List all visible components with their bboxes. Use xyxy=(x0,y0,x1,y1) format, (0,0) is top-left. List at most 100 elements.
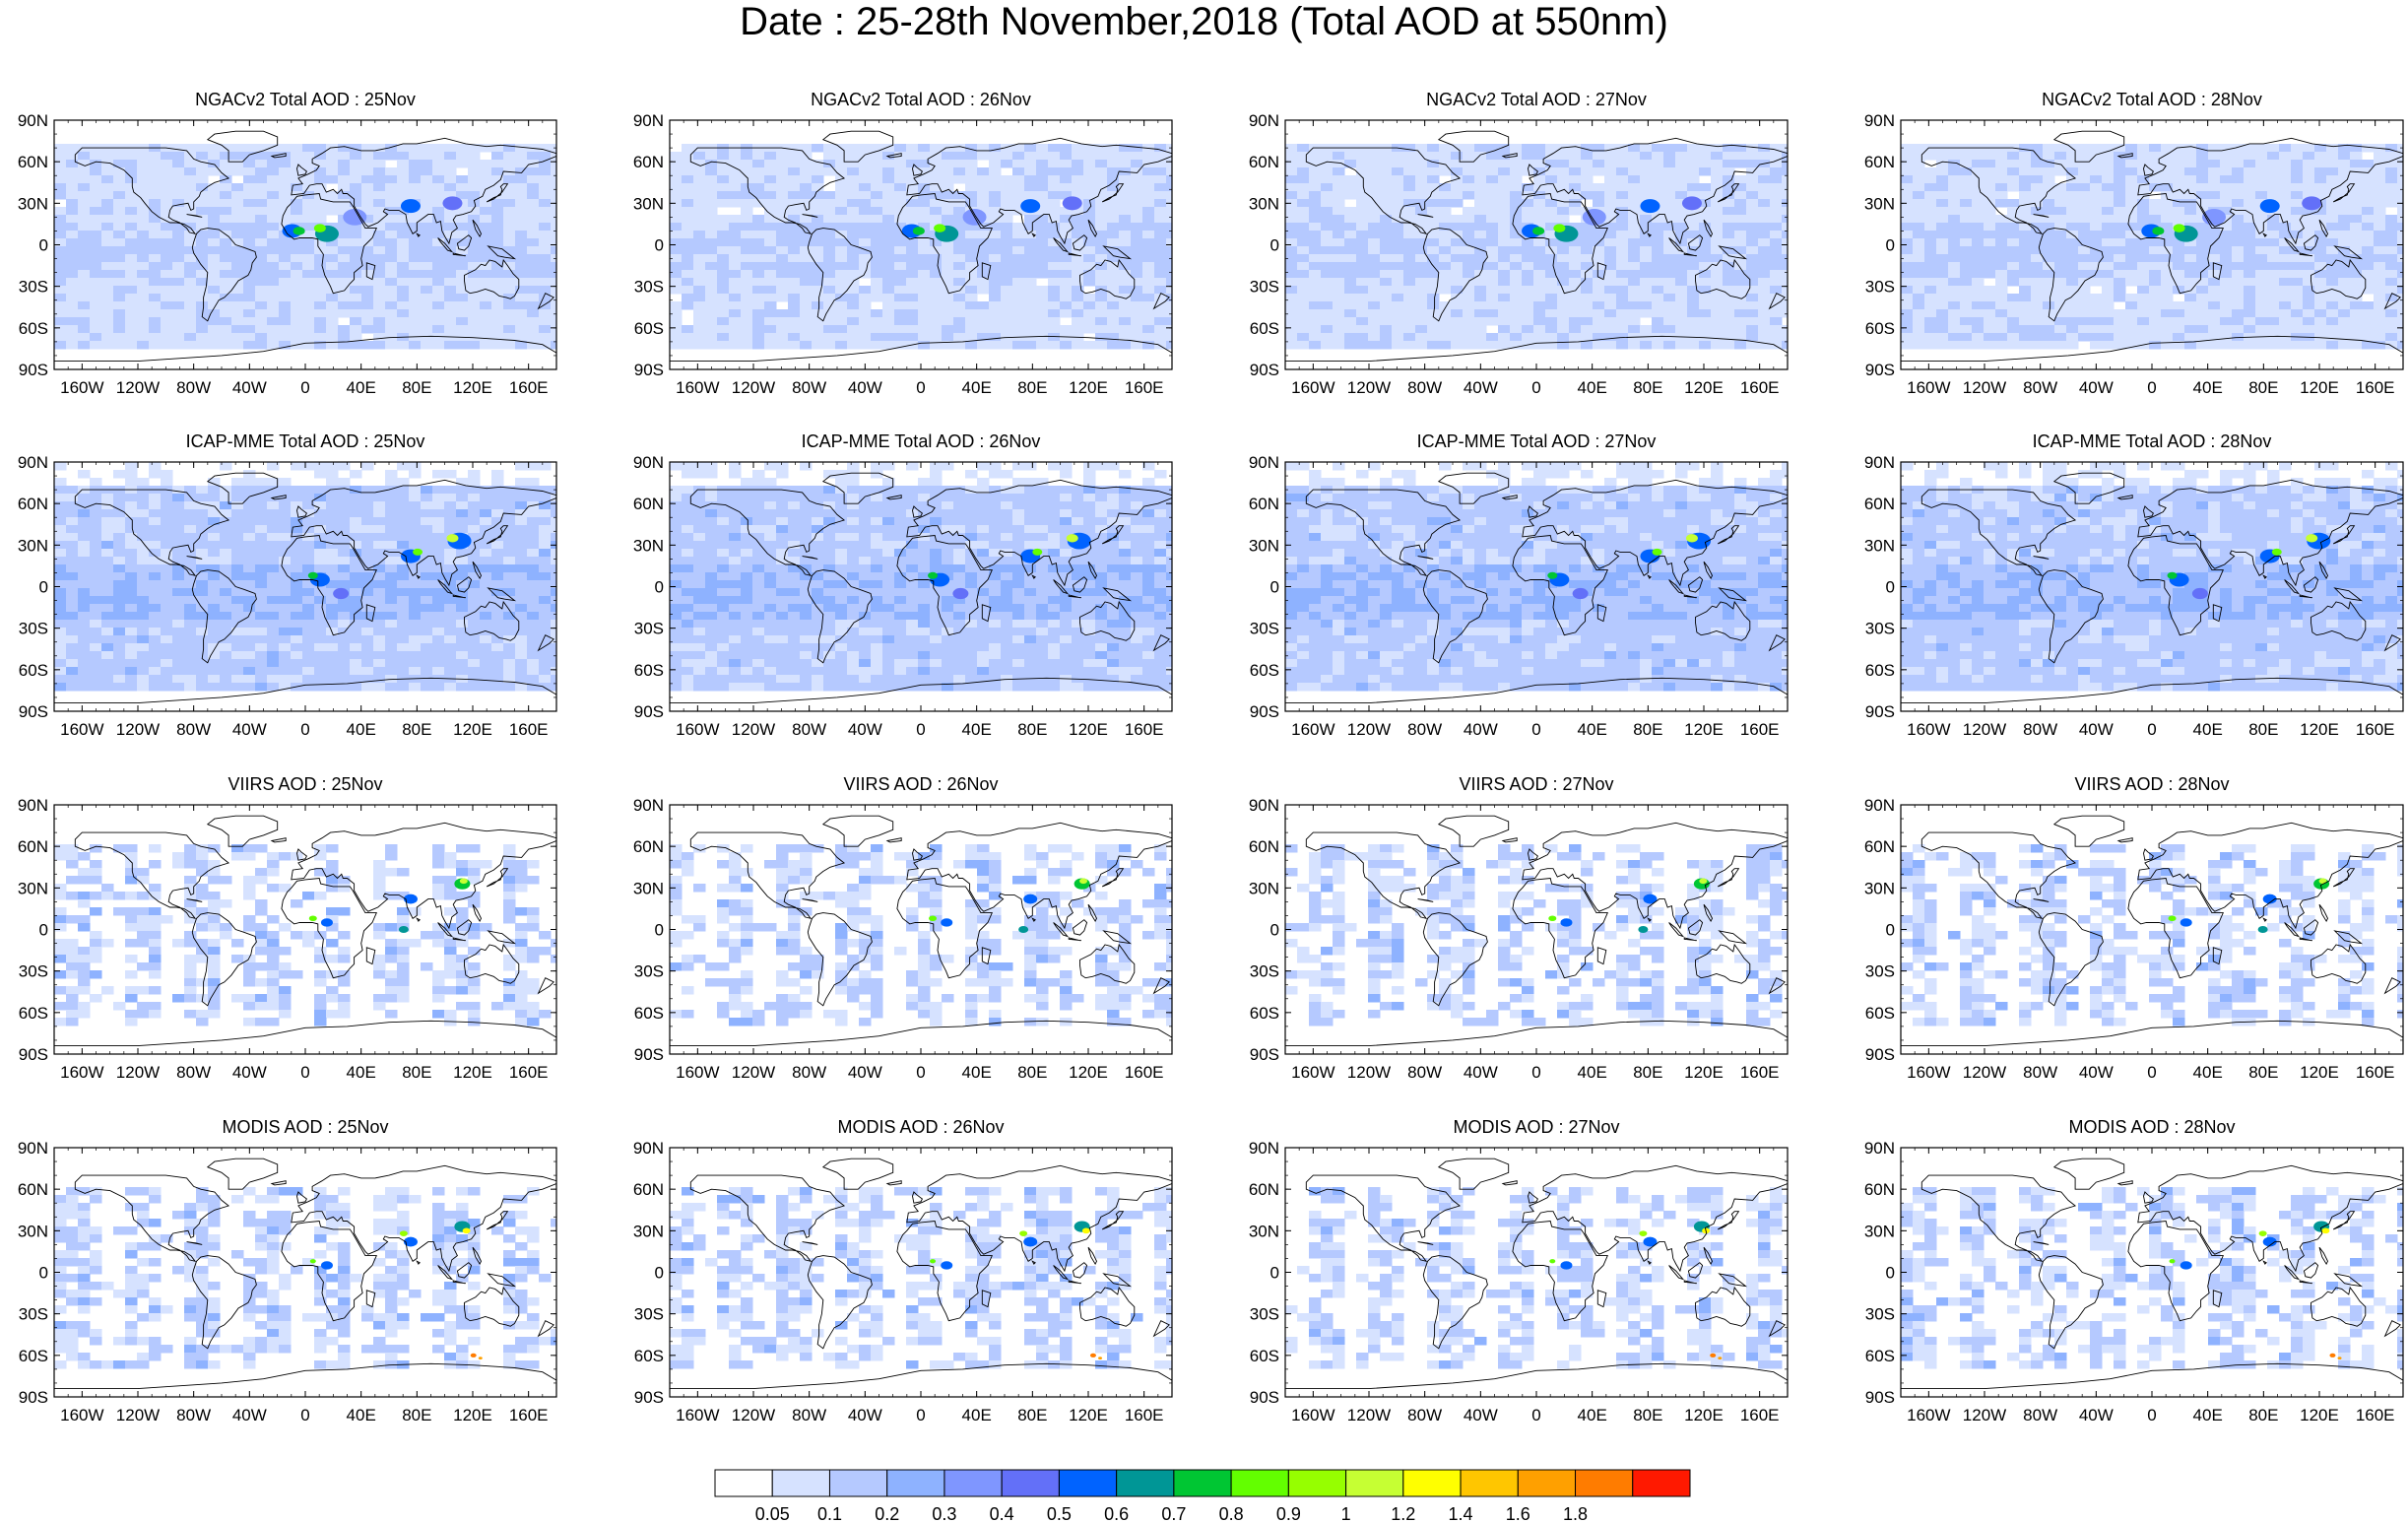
x-tick-label: 40E xyxy=(2193,720,2223,739)
y-tick-label: 90S xyxy=(1250,1045,1279,1064)
y-tick-label: 90N xyxy=(1249,1139,1279,1158)
y-tick-label: 90S xyxy=(634,702,664,721)
y-tick-label: 60S xyxy=(634,1347,664,1365)
y-tick-label: 90S xyxy=(634,1388,664,1407)
coastlines xyxy=(1285,472,1788,704)
x-tick-label: 0 xyxy=(916,378,925,397)
y-tick-label: 30S xyxy=(19,278,48,297)
x-tick-label: 160E xyxy=(2356,1063,2395,1082)
x-tick-label: 80W xyxy=(1407,378,1442,397)
x-tick-label: 120E xyxy=(2300,1406,2339,1424)
y-tick-label: 90S xyxy=(1865,361,1895,379)
x-tick-label: 160W xyxy=(676,1063,719,1082)
map-svg: 160W 120W 80W 40W 0 40E 80E 120E 160E 90N 60N 30N 0 3… xyxy=(633,1139,1173,1424)
x-tick-label: 80E xyxy=(1633,378,1662,397)
x-tick-label: 120W xyxy=(732,1063,775,1082)
x-tick-label: 40W xyxy=(2079,378,2114,397)
y-tick-label: 0 xyxy=(1270,1264,1279,1283)
y-tick-label: 30S xyxy=(1865,962,1895,981)
x-tick-label: 0 xyxy=(916,720,925,739)
coastlines xyxy=(670,472,1172,704)
y-tick-label: 90N xyxy=(1249,796,1279,815)
map-svg: 160W 120W 80W 40W 0 40E 80E 120E 160E 90N 60N 30N 0 3… xyxy=(1864,453,2404,739)
x-tick-label: 40E xyxy=(1578,378,1607,397)
x-tick-label: 40W xyxy=(232,1406,267,1424)
x-tick-label: 80W xyxy=(1407,1063,1442,1082)
y-tick-label: 60N xyxy=(1249,153,1279,171)
x-tick-label: 80E xyxy=(2248,378,2278,397)
x-tick-label: 80E xyxy=(2248,1063,2278,1082)
y-tick-label: 30N xyxy=(1864,879,1895,897)
aod-field xyxy=(54,844,556,1026)
y-tick-label: 60N xyxy=(1864,153,1895,171)
x-tick-label: 160W xyxy=(1291,720,1334,739)
map-svg: 160W 120W 80W 40W 0 40E 80E 120E 160E 90N 60N 30N 0 3… xyxy=(18,1139,557,1424)
x-tick-label: 40W xyxy=(2079,1063,2114,1082)
x-tick-label: 160E xyxy=(1125,378,1164,397)
x-tick-label: 40E xyxy=(2193,1063,2223,1082)
y-tick-label: 30S xyxy=(1250,1305,1279,1324)
map-panel: NGACv2 Total AOD : 25Nov 160W 120W 80W 40W 0 4… xyxy=(0,89,557,399)
x-tick-label: 160W xyxy=(1907,1406,1950,1424)
y-tick-label: 30N xyxy=(18,194,48,213)
x-tick-label: 160W xyxy=(60,720,103,739)
x-tick-label: 120W xyxy=(116,720,160,739)
x-tick-label: 80W xyxy=(176,378,211,397)
panel-title: NGACv2 Total AOD : 28Nov xyxy=(2042,90,2262,109)
x-tick-label: 40W xyxy=(232,720,267,739)
y-tick-label: 30N xyxy=(1249,1222,1279,1240)
y-tick-label: 60N xyxy=(18,495,48,513)
x-tick-label: 120W xyxy=(1963,1406,2006,1424)
x-tick-label: 160E xyxy=(1740,1063,1780,1082)
x-tick-label: 40W xyxy=(232,1063,267,1082)
y-tick-label: 60S xyxy=(634,661,664,680)
x-tick-label: 160E xyxy=(509,378,549,397)
aod-field xyxy=(1285,144,1788,350)
x-tick-label: 40E xyxy=(962,1406,992,1424)
y-tick-label: 60S xyxy=(1250,661,1279,680)
x-tick-label: 160W xyxy=(1907,720,1950,739)
y-tick-label: 30N xyxy=(18,536,48,555)
aod-field xyxy=(54,462,556,692)
x-tick-label: 160W xyxy=(1291,378,1334,397)
y-tick-label: 60S xyxy=(1865,1004,1895,1023)
panel-title: MODIS AOD : 26Nov xyxy=(837,1117,1005,1137)
y-tick-label: 30N xyxy=(633,879,664,897)
y-tick-label: 60S xyxy=(19,319,48,338)
y-tick-label: 60N xyxy=(633,495,664,513)
panel-title: VIIRS AOD : 27Nov xyxy=(1459,774,1614,794)
y-tick-label: 60S xyxy=(1865,1347,1895,1365)
x-tick-label: 160W xyxy=(676,720,719,739)
aod-field xyxy=(670,844,1172,1026)
panel-title: MODIS AOD : 27Nov xyxy=(1453,1117,1620,1137)
y-tick-label: 0 xyxy=(1886,921,1895,940)
y-tick-label: 30N xyxy=(18,879,48,897)
x-tick-label: 80E xyxy=(402,378,431,397)
x-tick-label: 80W xyxy=(2023,1063,2057,1082)
y-tick-label: 30N xyxy=(1249,879,1279,897)
x-tick-label: 80E xyxy=(1633,1406,1662,1424)
y-tick-label: 0 xyxy=(655,578,664,597)
x-tick-label: 40W xyxy=(1464,378,1498,397)
x-tick-label: 120E xyxy=(1684,720,1724,739)
map-panel: MODIS AOD : 27Nov 160W 120W 80W 40W 0 40E 80E 12… xyxy=(1231,1116,1789,1426)
coastlines xyxy=(54,472,556,704)
aod-field xyxy=(670,144,1172,350)
panel-title: MODIS AOD : 28Nov xyxy=(2068,1117,2236,1137)
aod-field xyxy=(1901,844,2403,1026)
x-tick-label: 40E xyxy=(962,378,992,397)
x-tick-label: 80W xyxy=(2023,720,2057,739)
x-tick-label: 80E xyxy=(2248,1406,2278,1424)
x-tick-label: 40E xyxy=(962,1063,992,1082)
map-svg: 160W 120W 80W 40W 0 40E 80E 120E 160E 90N 60N 30N 0 3… xyxy=(1249,111,1789,397)
x-tick-label: 160E xyxy=(2356,720,2395,739)
y-tick-label: 30N xyxy=(633,1222,664,1240)
y-tick-label: 30S xyxy=(634,278,664,297)
x-tick-label: 120E xyxy=(453,1406,492,1424)
panel-title: VIIRS AOD : 25Nov xyxy=(228,774,383,794)
map-svg: 160W 120W 80W 40W 0 40E 80E 120E 160E 90N 60N 30N 0 3… xyxy=(1249,453,1789,739)
map-panel: MODIS AOD : 28Nov 160W 120W 80W 40W 0 40E 80E 12… xyxy=(1847,1116,2404,1426)
x-tick-label: 80W xyxy=(792,720,826,739)
y-tick-label: 90S xyxy=(1250,1388,1279,1407)
y-tick-label: 30N xyxy=(18,1222,48,1240)
